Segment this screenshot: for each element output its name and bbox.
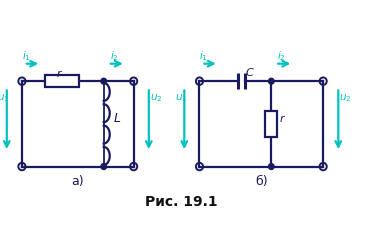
Circle shape <box>268 164 274 169</box>
Text: $u_1$: $u_1$ <box>0 92 10 104</box>
Bar <box>265 111 277 137</box>
Circle shape <box>268 78 274 84</box>
Text: Рис. 19.1: Рис. 19.1 <box>145 195 218 209</box>
Circle shape <box>101 164 106 169</box>
Text: $i_2$: $i_2$ <box>110 49 118 63</box>
Text: $L$: $L$ <box>113 112 121 125</box>
Text: $u_2$: $u_2$ <box>339 92 352 104</box>
Bar <box>45 75 79 87</box>
Text: $i_1$: $i_1$ <box>199 49 208 63</box>
Text: $r$: $r$ <box>56 68 63 79</box>
Text: $r$: $r$ <box>279 113 287 124</box>
Text: $u_2$: $u_2$ <box>150 92 162 104</box>
Text: а): а) <box>72 175 84 188</box>
Text: $C$: $C$ <box>244 66 254 78</box>
Text: $i_2$: $i_2$ <box>277 49 286 63</box>
Text: $i_1$: $i_1$ <box>22 49 31 63</box>
Circle shape <box>101 78 106 84</box>
Text: б): б) <box>255 175 268 188</box>
Text: $u_1$: $u_1$ <box>175 92 187 104</box>
